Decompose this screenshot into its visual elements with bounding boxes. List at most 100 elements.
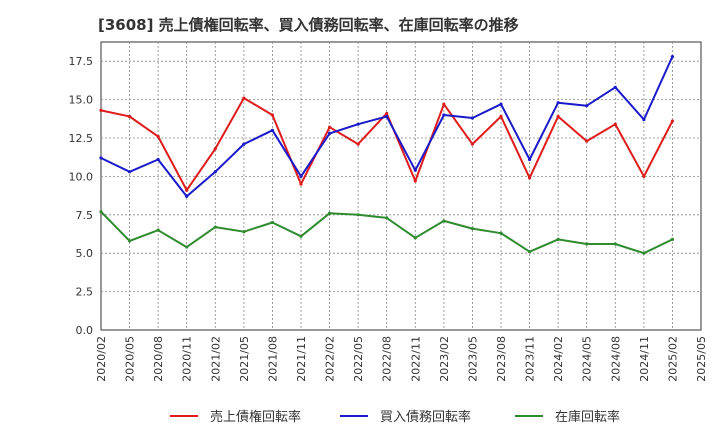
x-tick-label: 2021/02 [209,336,222,382]
series-1-point [442,102,446,106]
series-1-point [642,174,646,178]
grid [100,41,702,331]
series-2-point [242,142,246,146]
series-1-point [156,134,160,139]
series-1-point [99,108,103,112]
series-3-point [213,225,217,229]
series-2-point [99,156,103,160]
series-1-point [127,114,132,119]
series-3-point [499,231,503,235]
x-tick-label: 2022/08 [381,336,394,382]
series-3-point [99,210,103,214]
series-2-point [156,157,160,162]
series-3-point [270,220,275,225]
series-3-point [185,245,189,249]
series-1-point [242,96,246,100]
series-3-point [585,242,589,246]
series-2-point [527,157,532,162]
series-2-point [670,54,675,59]
series-2-point [613,85,617,89]
series-1-point [499,114,503,119]
x-tick-label: 2022/02 [324,336,337,382]
series-3-point [385,216,389,220]
series-2-point [470,116,475,120]
series-1-point [556,114,560,119]
series-1-point [585,139,589,143]
series-1-point [356,142,360,146]
series-2-point [642,117,646,122]
series-2-point [442,113,446,117]
legend-label-1: 売上債権回転率 [210,409,301,425]
series-3-point [156,228,160,232]
series-3-point [242,230,246,234]
legend: 売上債権回転率 買入債務回転率 在庫回転率 [170,409,620,425]
axes: 0.0 2.5 5.0 7.5 10.0 12.5 15.0 17.5 2020/02 2020/… [69,55,709,382]
y-tick-label: 2.5 [76,286,94,299]
series-3-point [299,234,303,238]
x-tick-label: 2020/08 [152,336,165,382]
series-1-point [213,147,217,151]
series-2-point [556,101,560,105]
plot-frame [100,41,702,331]
series-2-point [585,104,589,108]
x-tick-label: 2024/05 [581,336,594,382]
legend-label-3: 在庫回転率 [555,409,620,425]
series-2-point [327,131,332,135]
x-tick-label: 2022/05 [352,336,365,382]
y-tick-label: 0.0 [76,324,94,337]
y-tick-label: 5.0 [76,247,94,260]
x-tick-label: 2025/05 [695,336,708,382]
series-3-point [327,211,332,215]
series-1-point [327,125,332,129]
x-tick-label: 2020/11 [181,336,194,382]
y-tick-label: 7.5 [76,209,94,222]
series-3-point [356,213,360,217]
x-tick-label: 2023/11 [524,336,537,382]
x-tick-label: 2023/05 [466,336,479,382]
x-tick-label: 2021/08 [266,336,279,382]
y-tick-label: 15.0 [69,94,94,107]
series-3-point [613,242,617,246]
series-3-point [670,237,675,241]
series-3-point [127,239,132,243]
legend-label-2: 買入債務回転率 [380,409,471,425]
series-2-point [413,168,417,172]
series-3-point [642,251,646,255]
series-3-point [527,250,532,254]
series-2-point [270,128,275,132]
series-1-point [527,176,532,180]
series-1-point [299,182,303,186]
series-2-point [499,102,503,106]
series [99,54,675,255]
x-tick-label: 2024/02 [552,336,565,382]
y-tick-label: 12.5 [69,132,94,145]
x-tick-label: 2021/11 [295,336,308,382]
x-tick-label: 2020/05 [124,336,137,382]
series-2-point [299,174,303,178]
series-3-point [442,219,446,223]
x-tick-label: 2025/02 [666,336,679,382]
x-tick-label: 2021/05 [238,336,251,382]
x-tick-label: 2022/11 [409,336,422,382]
chart-title: [3608] 売上債権回転率、買入債務回転率、在庫回転率の推移 [98,16,519,34]
series-1-point [413,179,417,183]
x-tick-label: 2024/08 [609,336,622,382]
series-1-point [185,188,189,192]
series-2-point [213,170,217,174]
series-2-point [356,122,360,126]
series-3-point [470,227,475,231]
x-tick-label: 2023/08 [495,336,508,382]
series-1-point [270,113,275,117]
series-1-point [385,111,389,116]
series-1-point [613,122,617,126]
series-3-point [413,236,417,240]
x-tick-label: 2023/02 [438,336,451,382]
series-2-point [127,170,132,174]
x-tick-label: 2024/11 [638,336,651,382]
series-1-point [470,142,475,146]
x-tick-label: 2020/02 [95,336,108,382]
series-2-point [185,194,189,198]
y-tick-label: 17.5 [69,55,94,68]
series-1-point [670,119,675,123]
